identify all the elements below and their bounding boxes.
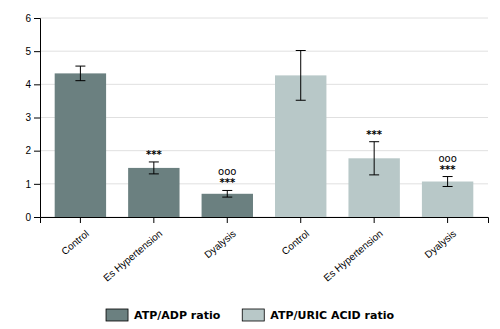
annotation: ooo*** <box>218 166 236 188</box>
legend: ATP/ADP ratio ATP/URIC ACID ratio <box>106 309 394 322</box>
error-bar <box>75 66 85 81</box>
x-tick-mark <box>300 217 301 223</box>
x-tick-label: Es Hypertension <box>321 228 384 284</box>
annotation: ooo*** <box>438 153 456 175</box>
legend-label: ATP/URIC ACID ratio <box>270 309 394 322</box>
x-tick-mark <box>227 217 228 223</box>
y-tick-label: 4 <box>25 79 31 90</box>
x-tick: Es Hypertension <box>101 217 164 283</box>
chart: 0123456ControlEs HypertensionDyalysisCon… <box>0 0 500 329</box>
y-tick: 0 <box>25 212 40 223</box>
grid-line <box>40 117 488 118</box>
y-tick-label: 2 <box>25 145 31 156</box>
x-axis-line <box>41 218 489 224</box>
error-bar <box>222 190 232 197</box>
y-tick-mark <box>34 184 40 185</box>
y-tick: 5 <box>25 46 40 57</box>
annotation-line: *** <box>219 177 235 188</box>
x-tick-label: Dyalysis <box>202 228 238 260</box>
y-tick-label: 3 <box>25 112 31 123</box>
annotation: *** <box>146 149 162 160</box>
legend-swatch <box>106 309 128 321</box>
annotation-line: ooo <box>438 153 456 164</box>
x-tick-label: Es Hypertension <box>101 228 164 284</box>
x-tick-label: Dyalysis <box>423 228 459 260</box>
bar <box>55 73 106 217</box>
y-tick-label: 1 <box>25 179 31 190</box>
error-bar <box>149 162 159 174</box>
annotation-line: ooo <box>218 166 236 177</box>
legend-item: ATP/ADP ratio <box>106 309 221 322</box>
y-tick: 1 <box>25 179 40 190</box>
legend-swatch <box>242 309 264 321</box>
annotation-line: *** <box>440 164 456 175</box>
plot: 0123456ControlEs HypertensionDyalysisCon… <box>25 13 488 284</box>
y-tick-label: 0 <box>25 212 31 223</box>
y-tick: 4 <box>25 79 40 90</box>
y-axis: 0 1 2 3 4 5 6 <box>25 13 40 223</box>
annotation-line: *** <box>366 129 382 140</box>
y-tick: 3 <box>25 112 40 123</box>
grid-line <box>40 150 488 151</box>
error-bar <box>443 177 453 187</box>
error-bar <box>296 51 306 101</box>
y-tick: 2 <box>25 145 40 156</box>
x-tick-mark <box>153 217 154 223</box>
x-tick: Control <box>280 217 312 257</box>
x-tick-mark <box>447 217 448 223</box>
y-tick-mark <box>34 51 40 52</box>
y-axis-line <box>34 19 41 218</box>
grid-line <box>40 183 488 184</box>
grid-line <box>40 51 488 52</box>
annotations: ***ooo******ooo*** <box>146 129 457 189</box>
x-tick-mark <box>80 217 81 223</box>
grid-line <box>40 18 488 19</box>
y-tick-mark <box>34 84 40 85</box>
legend-item: ATP/URIC ACID ratio <box>242 309 394 322</box>
x-tick: Es Hypertension <box>321 217 384 283</box>
annotation-line: *** <box>146 149 162 160</box>
bars <box>55 51 474 217</box>
x-tick: Dyalysis <box>423 217 459 260</box>
x-tick: Dyalysis <box>202 217 238 260</box>
bar <box>128 168 179 217</box>
y-tick-label: 5 <box>25 46 31 57</box>
y-tick-mark <box>34 217 40 218</box>
legend-label: ATP/ADP ratio <box>134 309 221 322</box>
annotation: *** <box>366 129 382 140</box>
x-axis: Control Es Hypertension Dyalysis Control Es … <box>41 217 489 283</box>
y-tick: 6 <box>25 13 40 24</box>
x-tick-label: Control <box>280 228 312 257</box>
error-bar <box>369 142 379 175</box>
y-tick-mark <box>34 118 40 119</box>
grid <box>40 18 488 217</box>
y-tick-mark <box>34 18 40 19</box>
grid-line <box>40 84 488 85</box>
y-tick-label: 6 <box>25 13 31 24</box>
x-tick-label: Control <box>59 228 91 257</box>
x-tick-mark <box>374 217 375 223</box>
y-tick-mark <box>34 151 40 152</box>
x-tick: Control <box>59 217 91 257</box>
